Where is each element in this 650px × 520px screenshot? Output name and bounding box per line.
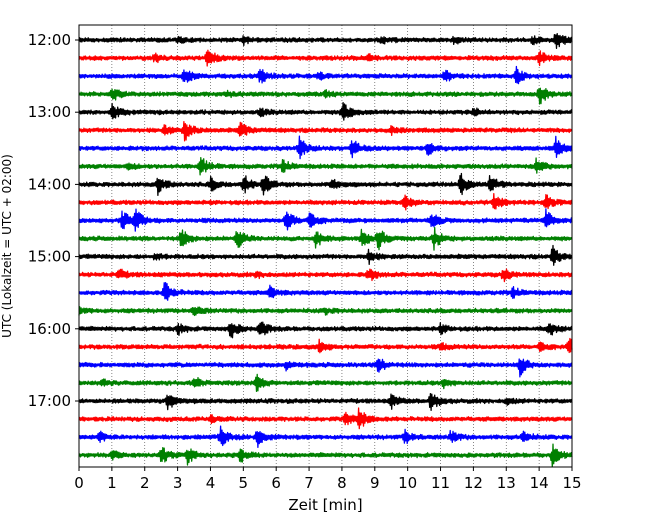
- x-tick-label: 15: [562, 474, 581, 492]
- trace-1700: [78, 392, 573, 412]
- trace-1515: [78, 268, 573, 283]
- x-tick-label: 10: [398, 474, 417, 492]
- x-tick-label: 1: [107, 474, 117, 492]
- trace-1215: [78, 49, 573, 67]
- x-tick-label: 8: [337, 474, 347, 492]
- trace-1445: [78, 226, 573, 251]
- x-tick-label: 9: [370, 474, 380, 492]
- y-tick-label: 17:00: [28, 392, 71, 410]
- trace-1330: [78, 135, 573, 160]
- trace-1730: [78, 425, 573, 448]
- x-tick-label: 5: [239, 474, 249, 492]
- trace-1430: [78, 208, 573, 232]
- trace-1615: [78, 337, 573, 354]
- trace-1345: [78, 156, 573, 176]
- trace-1545: [78, 306, 573, 317]
- trace-1630: [78, 358, 573, 378]
- x-tick-label: 14: [530, 474, 549, 492]
- x-tick-label: 12: [464, 474, 483, 492]
- x-tick-label: 4: [206, 474, 216, 492]
- trace-1715: [78, 407, 573, 430]
- trace-1200: [78, 33, 573, 50]
- y-tick-label: 15:00: [28, 248, 71, 266]
- trace-1230: [78, 65, 573, 85]
- trace-1500: [78, 244, 573, 266]
- y-tick-label: 13:00: [28, 103, 71, 121]
- x-tick-label: 2: [140, 474, 150, 492]
- x-tick-label: 11: [431, 474, 450, 492]
- x-axis: 0 1 2 3 4 5 6 7 8 9 10 11 12 13 14 15: [74, 467, 582, 492]
- x-tick-label: 13: [497, 474, 516, 492]
- x-tick-label: 7: [304, 474, 314, 492]
- x-tick-label: 3: [173, 474, 183, 492]
- trace-group: [78, 33, 573, 468]
- trace-1745: [78, 443, 573, 468]
- trace-1645: [78, 373, 573, 393]
- trace-1400: [78, 172, 573, 196]
- x-tick-label: 6: [271, 474, 281, 492]
- trace-1300: [78, 102, 573, 121]
- y-tick-label: 16:00: [28, 320, 71, 338]
- trace-1530: [78, 281, 573, 301]
- trace-1600: [78, 321, 573, 339]
- trace-1315: [78, 121, 573, 142]
- y-tick-label: 14:00: [28, 175, 71, 193]
- x-tick-label: 0: [74, 474, 84, 492]
- trace-1415: [78, 193, 573, 211]
- x-axis-title: Zeit [min]: [288, 496, 362, 514]
- y-axis: 12:00 13:00 14:00 15:00 16:00 17:00: [28, 31, 79, 410]
- plot-frame: [78, 24, 573, 468]
- trace-1245: [78, 87, 573, 105]
- y-axis-title: UTC (Lokalzeit = UTC + 02:00): [0, 154, 14, 338]
- y-tick-label: 12:00: [28, 31, 71, 49]
